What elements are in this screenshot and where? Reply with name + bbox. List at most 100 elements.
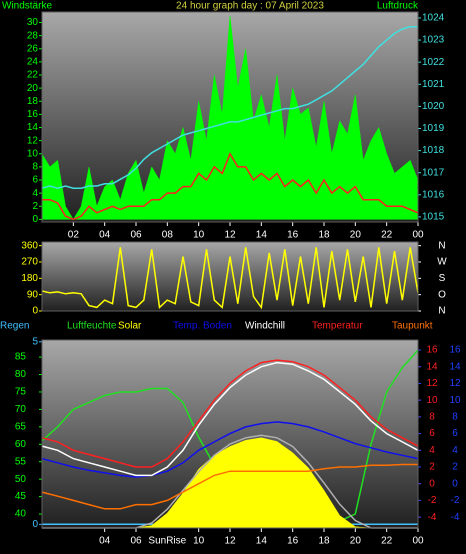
y3-tick-label: 6 — [452, 428, 458, 439]
x-tick-label: 14 — [256, 230, 268, 241]
line — [41, 361, 419, 477]
annotation: SunRise — [148, 536, 186, 547]
y-tick-label: 20 — [27, 83, 39, 94]
x-tick-label: 06 — [130, 536, 142, 547]
y-tick-label: 24 — [27, 57, 39, 68]
x-tick-label: 10 — [193, 230, 205, 241]
y-tick-label: 8 — [32, 162, 38, 173]
y-tick-label: 180 — [21, 273, 38, 284]
x-tick-label: 18 — [318, 536, 330, 547]
y2-tick-label: 2 — [429, 462, 435, 473]
x-tick-label: 04 — [99, 536, 111, 547]
x-tick-label: 08 — [162, 230, 174, 241]
y-tick-label: 18 — [27, 96, 39, 107]
x-tick-label: 02 — [68, 230, 80, 241]
y-tick-label: 50 — [15, 474, 27, 485]
y2-tick-label: 0 — [429, 478, 435, 489]
y3-tick-label: 10 — [449, 395, 461, 406]
plot-area — [42, 242, 418, 311]
y2-tick-label: 1021 — [422, 79, 445, 90]
y2-tick-label: N — [438, 306, 445, 317]
y2-tick-label: N — [438, 240, 445, 251]
y4-tick-label: 0 — [32, 519, 38, 530]
y2-tick-label: 8 — [429, 412, 435, 423]
y2-tick-label: 12 — [426, 378, 438, 389]
y-tick-label: 90 — [27, 289, 39, 300]
y-tick-label: 12 — [27, 135, 39, 146]
y-tick-label: 16 — [27, 109, 39, 120]
legend-label: Windchill — [245, 321, 285, 332]
x-tick-label: 14 — [256, 536, 268, 547]
y-tick-label: 22 — [27, 70, 39, 81]
y3-tick-label: 16 — [449, 345, 461, 356]
plot-frame — [41, 241, 419, 312]
y2-tick-label: 1019 — [422, 123, 445, 134]
y4-tick-label: 5 — [32, 336, 38, 347]
y2-tick-label: 1022 — [422, 57, 445, 68]
y2-tick-label: 1024 — [422, 13, 445, 24]
legend-label: Windstärke — [2, 1, 52, 12]
x-tick-label: 12 — [224, 536, 236, 547]
y3-tick-label: 14 — [449, 361, 461, 372]
x-tick-label: 20 — [350, 230, 362, 241]
plot-frame — [41, 11, 419, 223]
y-tick-label: 270 — [21, 257, 38, 268]
legend-label: Temperatur — [312, 321, 363, 332]
y-tick-label: 65 — [15, 421, 27, 432]
x-tick-label: 20 — [350, 536, 362, 547]
y2-tick-label: 14 — [426, 361, 438, 372]
y-tick-label: 0 — [32, 306, 38, 317]
y2-tick-label: 4 — [429, 445, 435, 456]
x-tick-label: 22 — [381, 230, 393, 241]
line — [41, 359, 419, 468]
y2-tick-label: 16 — [426, 345, 438, 356]
y-tick-label: 6 — [32, 175, 38, 186]
line — [42, 152, 419, 221]
x-tick-label: 00 — [412, 536, 424, 547]
y-tick-label: 4 — [32, 188, 38, 199]
y2-tick-label: 1023 — [422, 35, 445, 46]
y-tick-label: 85 — [15, 352, 27, 363]
line — [41, 421, 419, 478]
y-tick-label: 28 — [27, 30, 39, 41]
line — [41, 26, 418, 189]
legend-label: Solar — [118, 321, 142, 332]
y3-tick-label: 8 — [452, 412, 458, 423]
legend-label: Luftdruck — [377, 1, 419, 12]
line — [41, 463, 418, 510]
x-tick-label: 04 — [99, 230, 111, 241]
y2-tick-label: S — [439, 273, 446, 284]
y-tick-label: 0 — [32, 214, 38, 225]
x-tick-label: 06 — [130, 230, 142, 241]
line — [41, 247, 419, 310]
legend-label: Taupunkt — [392, 321, 433, 332]
y2-tick-label: 1016 — [422, 189, 445, 200]
legend-label: Regen — [0, 321, 29, 332]
y-tick-label: 360 — [21, 240, 38, 251]
x-tick-label: 10 — [193, 536, 205, 547]
x-tick-label: 16 — [287, 230, 299, 241]
y3-tick-label: -4 — [451, 512, 460, 523]
y-tick-label: 55 — [15, 456, 27, 467]
y-tick-label: 75 — [15, 387, 27, 398]
y-tick-label: 45 — [15, 491, 27, 502]
y-tick-label: 80 — [15, 369, 27, 380]
y2-tick-label: 1020 — [422, 101, 445, 112]
legend-label: Luftfeuchte — [67, 321, 117, 332]
y2-tick-label: 10 — [426, 395, 438, 406]
x-tick-label: 00 — [412, 230, 424, 241]
y2-tick-label: 1018 — [422, 145, 445, 156]
y2-tick-label: 1017 — [422, 167, 445, 178]
y3-tick-label: -2 — [451, 495, 460, 506]
y2-tick-label: W — [437, 257, 447, 268]
x-tick-label: 12 — [224, 230, 236, 241]
y3-tick-label: 4 — [452, 445, 458, 456]
y2-tick-label: -2 — [428, 495, 437, 506]
y3-tick-label: 0 — [452, 478, 458, 489]
legend-label: Temp. Boden — [173, 321, 232, 332]
x-tick-label: 22 — [381, 536, 393, 547]
y2-tick-label: O — [438, 289, 446, 300]
y-tick-label: 30 — [27, 17, 39, 28]
